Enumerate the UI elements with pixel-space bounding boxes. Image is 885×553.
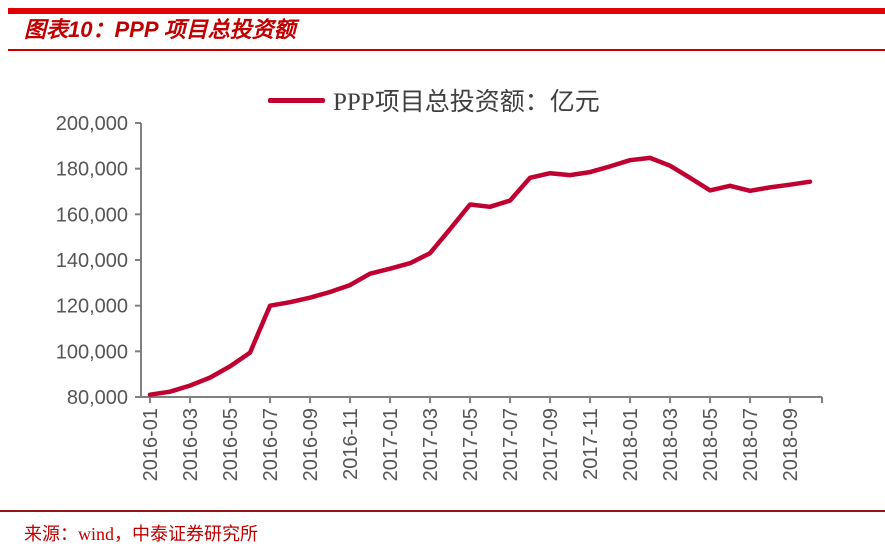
x-tick-label: 2017-07 xyxy=(500,408,522,481)
y-tick-label: 200,000 xyxy=(56,113,128,135)
y-tick-label: 180,000 xyxy=(56,159,128,181)
x-tick-label: 2016-07 xyxy=(260,408,282,481)
x-tick-label: 2016-09 xyxy=(300,408,322,481)
x-tick-label: 2017-01 xyxy=(380,408,402,481)
y-tick-label: 100,000 xyxy=(56,341,128,363)
x-tick-label: 2016-03 xyxy=(180,408,202,481)
x-tick-label: 2017-09 xyxy=(540,408,562,481)
x-tick-label: 2018-01 xyxy=(620,408,642,481)
x-tick-label: 2016-11 xyxy=(340,408,362,480)
y-tick-label: 120,000 xyxy=(56,296,128,318)
x-tick-label: 2016-01 xyxy=(140,408,162,481)
ppp-investment-chart: 80,000 100,000 120,000 140,000 160,000 180,00… xyxy=(56,113,823,481)
ppp-investment-line xyxy=(147,155,813,397)
legend-label: PPP项目总投资额：亿元 xyxy=(333,89,600,116)
x-tick-label: 2017-03 xyxy=(420,408,442,481)
x-tick-label: 2018-05 xyxy=(700,408,722,481)
x-tick-label: 2016-05 xyxy=(220,408,242,481)
footer-rule xyxy=(0,510,885,512)
figure-title: 图表10：PPP 项目总投资额 xyxy=(24,17,296,42)
y-tick-label: 140,000 xyxy=(56,250,128,272)
legend: PPP项目总投资额：亿元 xyxy=(268,82,600,118)
x-tick-label: 2018-07 xyxy=(740,408,762,481)
x-tick-label: 2017-05 xyxy=(460,408,482,481)
top-accent-bar xyxy=(8,8,885,14)
x-tick-label: 2017-11 xyxy=(580,408,602,480)
title-underline xyxy=(8,49,885,51)
y-tick-label: 80,000 xyxy=(67,387,128,409)
x-tick-label: 2018-09 xyxy=(780,408,802,481)
source-text: 来源：wind，中泰证券研究所 xyxy=(24,524,258,544)
legend-line-swatch xyxy=(268,97,325,103)
x-tick-label: 2018-03 xyxy=(660,408,682,481)
y-tick-label: 160,000 xyxy=(56,204,128,226)
